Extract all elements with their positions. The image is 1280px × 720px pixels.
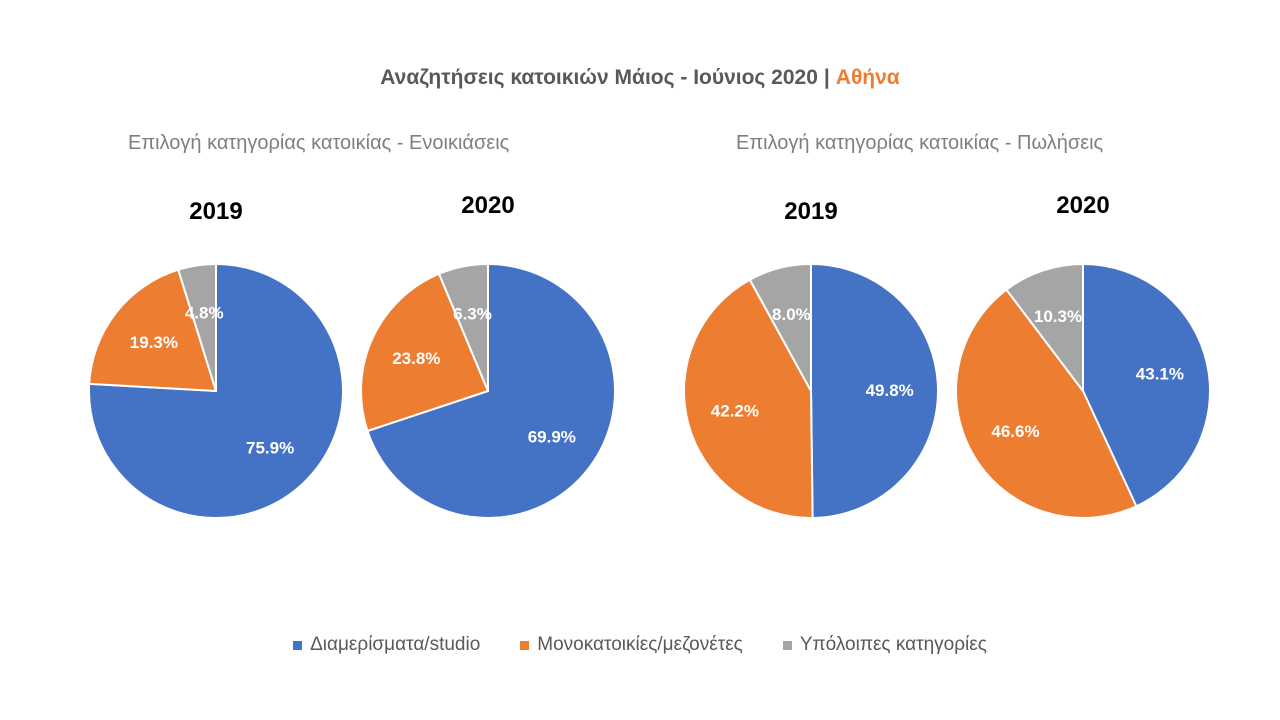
- pie-label-rentals-2020-houses: 23.8%: [392, 349, 440, 368]
- pie-label-sales-2019-apartments: 49.8%: [866, 381, 914, 400]
- pie-slice-rentals-2020-houses: [360, 272, 490, 433]
- legend-label-houses: Μονοκατοικίες/μεζονέτες: [537, 634, 743, 655]
- pie-slice-rentals-2020-other: [437, 262, 489, 392]
- pie-slice-sales-2020-other: [1005, 262, 1084, 394]
- pie-label-sales-2020-other: 10.3%: [1034, 307, 1082, 326]
- legend-swatch-other: [782, 640, 792, 650]
- pie-slice-sales-2020-houses: [955, 288, 1138, 519]
- legend-item-houses: Μονοκατοικίες/μεζονέτες: [520, 634, 743, 656]
- pie-slice-rentals-2019-apartments: [88, 262, 344, 519]
- pie-label-rentals-2019-houses: 19.3%: [130, 333, 178, 352]
- title-city: Αθήνα: [835, 66, 900, 89]
- legend-swatch-houses: [520, 640, 530, 650]
- pie-label-sales-2020-houses: 46.6%: [991, 422, 1039, 441]
- group-title-rentals: Επιλογή κατηγορίας κατοικίας - Ενοικιάσε…: [128, 132, 510, 154]
- chart-title-sales-2019: 2019: [784, 198, 838, 225]
- pie-label-rentals-2020-apartments: 69.9%: [528, 428, 576, 447]
- legend-label-apartments: Διαμερίσματα/studio: [310, 634, 481, 655]
- pie-label-sales-2019-houses: 42.2%: [711, 402, 759, 421]
- pie-slice-sales-2019-houses: [683, 278, 814, 519]
- pie-label-rentals-2020-other: 6.3%: [453, 304, 492, 323]
- pie-slice-sales-2019-other: [748, 262, 812, 392]
- pie-label-rentals-2019-other: 4.8%: [185, 304, 224, 323]
- pie-label-sales-2020-apartments: 43.1%: [1136, 365, 1184, 384]
- pie-label-sales-2019-other: 8.0%: [772, 305, 811, 324]
- legend-swatch-apartments: [293, 640, 303, 650]
- chart-title-sales-2020: 2020: [1056, 192, 1110, 219]
- legend-item-other: Υπόλοιπες κατηγορίες: [782, 634, 987, 656]
- pie-slice-sales-2020-apartments: [1082, 262, 1211, 508]
- title-main: Αναζητήσεις κατοικιών Μάιος - Ιούνιος 20…: [380, 66, 818, 89]
- page-title: Αναζητήσεις κατοικιών Μάιος - Ιούνιος 20…: [0, 66, 1280, 90]
- legend-label-other: Υπόλοιπες κατηγορίες: [799, 634, 987, 655]
- legend-item-apartments: Διαμερίσματα/studio: [293, 634, 480, 656]
- pie-slice-rentals-2019-houses: [88, 268, 218, 393]
- pie-slice-sales-2019-apartments: [810, 262, 939, 520]
- legend: Διαμερίσματα/studio Μονοκατοικίες/μεζονέ…: [0, 634, 1280, 656]
- pie-slice-rentals-2019-other: [177, 262, 217, 392]
- group-title-sales: Επιλογή κατηγορίας κατοικίας - Πωλήσεις: [736, 132, 1104, 154]
- title-separator: |: [823, 66, 830, 89]
- pie-slice-rentals-2020-apartments: [366, 262, 616, 519]
- chart-title-rentals-2020: 2020: [461, 192, 515, 219]
- pie-label-rentals-2019-apartments: 75.9%: [246, 439, 294, 458]
- chart-title-rentals-2019: 2019: [189, 198, 243, 225]
